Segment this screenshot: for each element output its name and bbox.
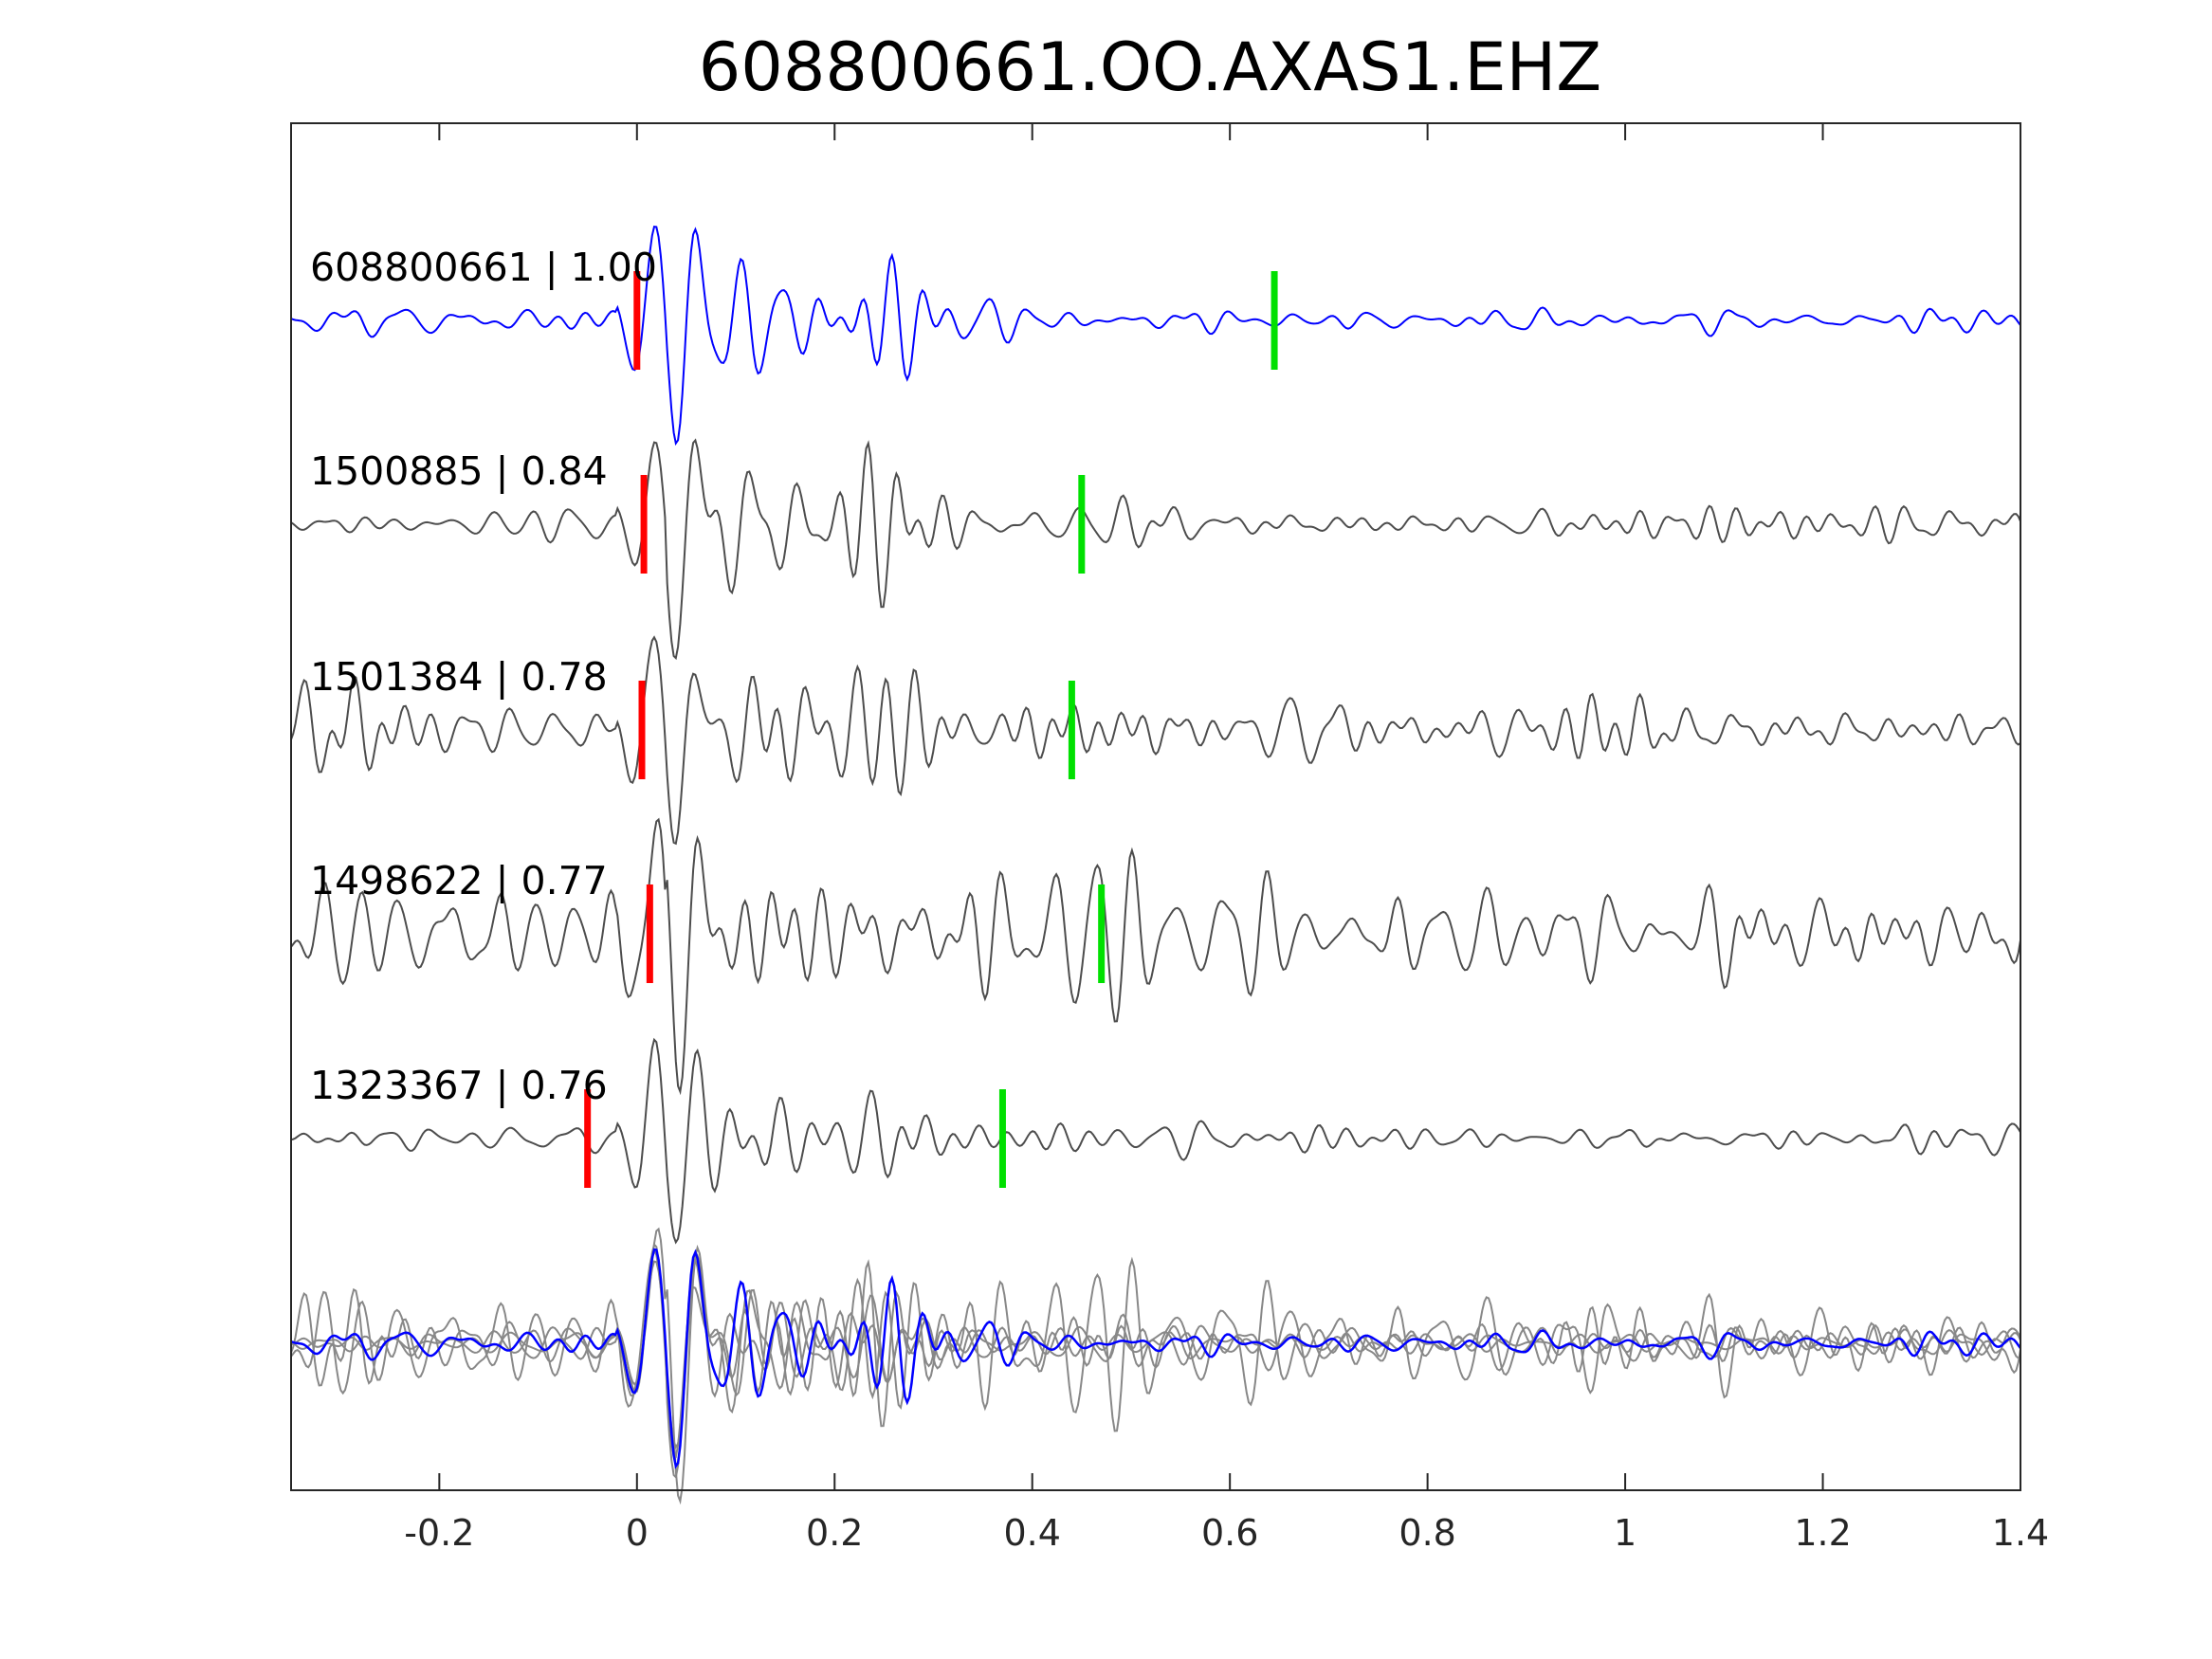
waveform-trace-608800661 <box>290 225 2021 447</box>
overlay-trace-1323367 <box>290 1242 2021 1449</box>
trace-labels: 608800661 | 1.00 1500885 | 0.84 1501384 | … <box>310 245 657 1108</box>
x-tick-label: 1.4 <box>1992 1512 2049 1554</box>
x-tick-label: -0.2 <box>404 1512 474 1554</box>
x-tick-label: 0 <box>626 1512 649 1554</box>
x-axis-ticks: -0.2 0 0.2 0.4 0.6 0.8 1 1.2 1.4 <box>404 123 2049 1554</box>
trace-label: 608800661 | 1.00 <box>310 245 657 290</box>
x-tick-label: 0.4 <box>1003 1512 1060 1554</box>
trace-label: 1500885 | 0.84 <box>310 448 608 494</box>
overlay-trace-1498622 <box>290 1227 2021 1505</box>
chart-title: 608800661.OO.AXAS1.EHZ <box>699 28 1601 106</box>
x-tick-label: 1.2 <box>1794 1512 1851 1554</box>
x-tick-label: 1 <box>1614 1512 1636 1554</box>
axes-box <box>290 122 2021 1491</box>
waveform-trace-1501384 <box>290 635 2021 846</box>
trace-label: 1501384 | 0.78 <box>310 654 608 700</box>
overlay-trace-reference <box>290 1248 2022 1469</box>
x-tick-label: 0.2 <box>806 1512 863 1554</box>
x-tick-label: 0.8 <box>1398 1512 1455 1554</box>
waveform-trace-1498622 <box>290 817 2021 1096</box>
trace-label: 1323367 | 0.76 <box>310 1063 608 1108</box>
plot-area <box>290 225 2022 1505</box>
overlay-trace-1501384 <box>290 1249 2021 1459</box>
trace-label: 1498622 | 0.77 <box>310 858 608 903</box>
waveform-trace-1323367 <box>290 1037 2021 1245</box>
waveform-trace-1500885 <box>290 438 2021 661</box>
x-tick-label: 0.6 <box>1201 1512 1258 1554</box>
